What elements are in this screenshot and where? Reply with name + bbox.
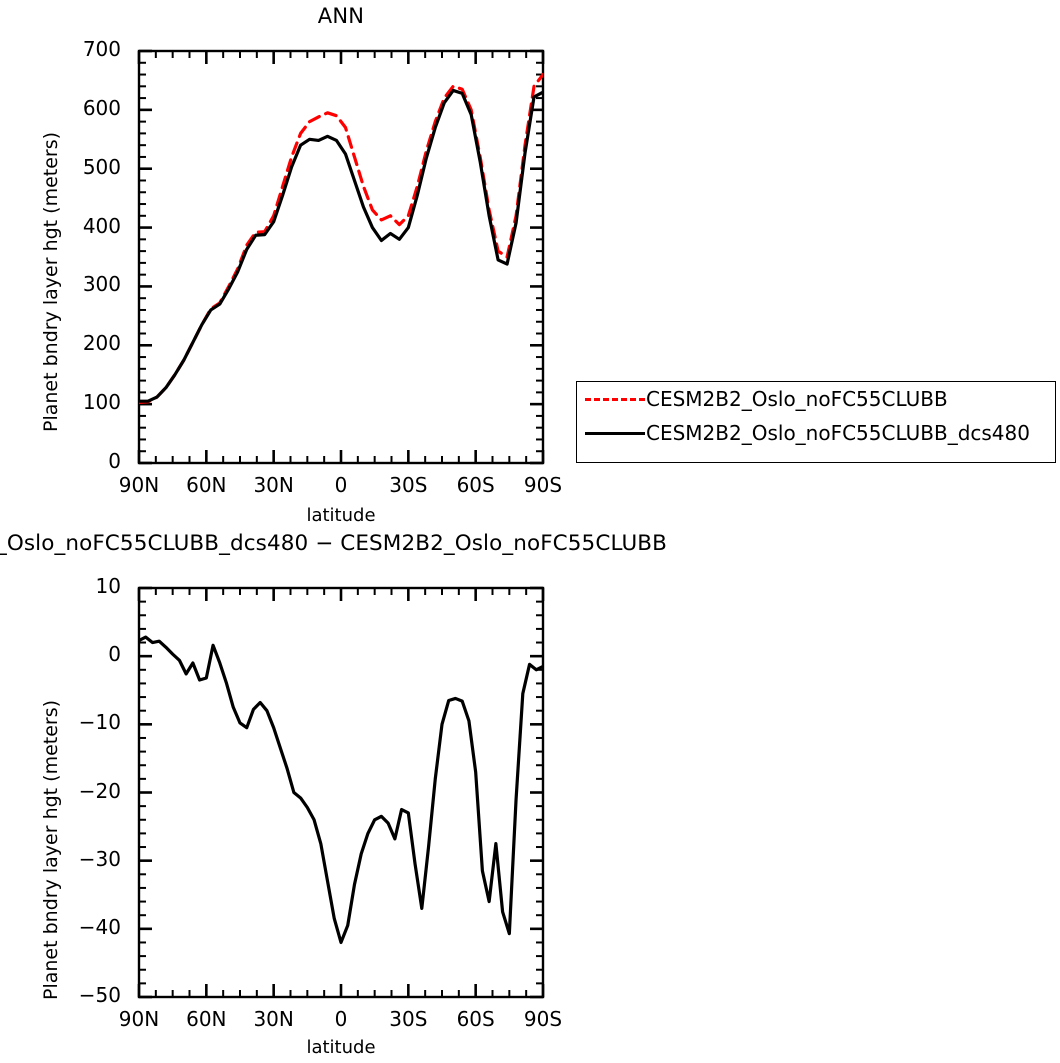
top-panel-x-tick-label: 90S (493, 473, 593, 497)
bottom-panel-y-tick-label: −20 (21, 779, 121, 803)
figure-page: ANN Planet bndry layer hgt (meters) lati… (0, 0, 1060, 1063)
top-panel-y-tick-label: 500 (21, 155, 121, 179)
bottom-panel-y-tick-label: 10 (21, 574, 121, 598)
top-panel-y-tick-label: 100 (21, 390, 121, 414)
legend-label-series2: CESM2B2_Oslo_noFC55CLUBB_dcs480 (646, 423, 1030, 443)
bottom-panel-y-tick-label: −10 (21, 710, 121, 734)
top-panel-y-tick-label: 600 (21, 96, 121, 120)
bottom-panel: Planet bndry layer hgt (meters) latitude… (0, 560, 1060, 1063)
top-panel-y-tick-label: 400 (21, 214, 121, 238)
bottom-panel-y-tick-label: −30 (21, 847, 121, 871)
top-panel: ANN Planet bndry layer hgt (meters) lati… (0, 0, 1060, 540)
top-panel-y-tick-label: 700 (21, 37, 121, 61)
bottom-panel-x-tick-label: 90S (493, 1007, 593, 1031)
legend-swatch-dashed-icon (585, 398, 645, 401)
top-panel-x-axis-label: latitude (241, 505, 441, 526)
legend-item-series1: CESM2B2_Oslo_noFC55CLUBB (577, 382, 1055, 416)
legend: CESM2B2_Oslo_noFC55CLUBB CESM2B2_Oslo_no… (576, 381, 1056, 463)
legend-item-series2: CESM2B2_Oslo_noFC55CLUBB_dcs480 (577, 416, 1055, 450)
top-panel-y-tick-label: 300 (21, 272, 121, 296)
bottom-panel-x-axis-label: latitude (241, 1037, 441, 1058)
legend-swatch-solid-icon (585, 432, 645, 435)
top-panel-y-tick-label: 0 (21, 449, 121, 473)
bottom-panel-plot-area (0, 560, 1060, 1030)
bottom-panel-title: _Oslo_noFC55CLUBB_dcs480 − CESM2B2_Oslo_… (0, 531, 667, 556)
bottom-panel-y-tick-label: −50 (21, 983, 121, 1007)
top-panel-y-tick-label: 200 (21, 331, 121, 355)
bottom-panel-y-tick-label: 0 (21, 642, 121, 666)
legend-label-series1: CESM2B2_Oslo_noFC55CLUBB (646, 389, 948, 409)
bottom-panel-y-tick-label: −40 (21, 915, 121, 939)
